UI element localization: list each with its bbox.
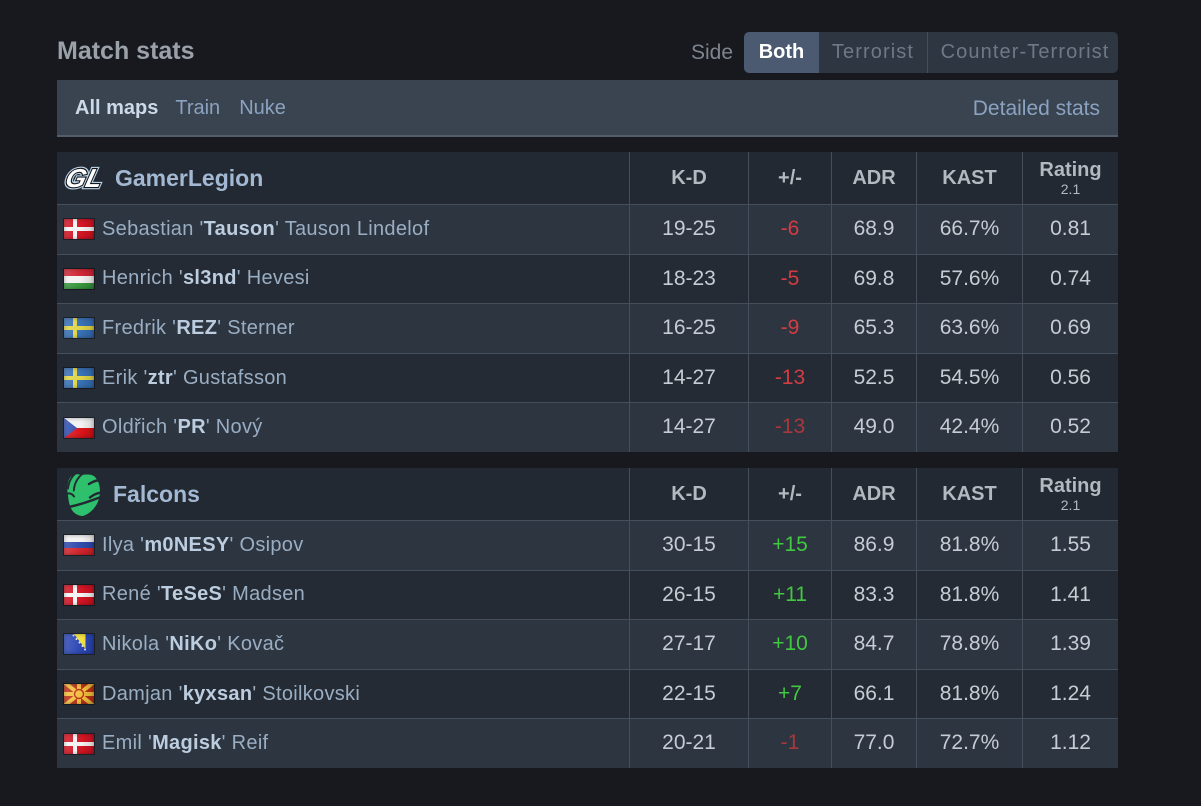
svg-text:GL: GL [63,163,104,193]
svg-text:GL: GL [63,163,104,193]
